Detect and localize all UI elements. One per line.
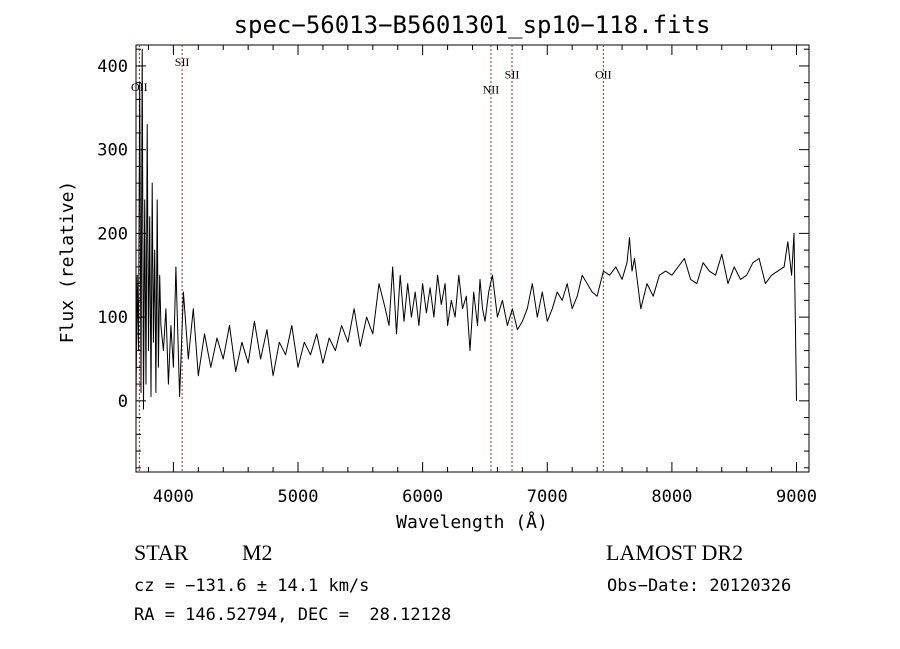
coordinates: RA = 146.52794, DEC = 28.12128 (134, 605, 451, 625)
y-tick-label: 300 (97, 141, 128, 161)
redshift-velocity: cz = −131.6 ± 14.1 km/s (134, 576, 369, 596)
spectral-line-label: SII (505, 67, 520, 81)
y-tick-label: 200 (97, 224, 128, 244)
y-axis-ticks: 0 100 200 300 400 (97, 48, 809, 469)
survey-name: LAMOST DR2 (606, 540, 743, 565)
x-tick-label: 7000 (527, 487, 568, 507)
observation-date: Obs−Date: 20120326 (607, 576, 791, 596)
x-axis-ticks: 4000 5000 6000 7000 8000 9000 (147, 45, 817, 507)
x-tick-label: 9000 (776, 487, 817, 507)
spectrum-line (135, 48, 797, 410)
spectral-line-label: NII (483, 83, 500, 97)
spectral-line-label: OII (595, 67, 612, 81)
object-subclass: M2 (242, 540, 273, 565)
y-tick-label: 400 (97, 57, 128, 77)
x-tick-label: 5000 (278, 487, 319, 507)
x-axis-label: Wavelength (Å) (396, 511, 548, 533)
x-tick-label: 4000 (153, 487, 194, 507)
y-tick-label: 0 (118, 392, 128, 412)
object-class: STAR (134, 540, 189, 565)
chart-title: spec−56013−B5601301_sp10−118.fits (234, 11, 711, 39)
x-tick-label: 6000 (402, 487, 443, 507)
x-tick-label: 8000 (651, 487, 692, 507)
spectral-line-label: SII (175, 55, 190, 69)
spectrum-series (135, 48, 797, 410)
y-axis-label: Flux (relative) (57, 181, 78, 344)
y-tick-label: 100 (97, 308, 128, 328)
plot-frame (135, 44, 810, 473)
